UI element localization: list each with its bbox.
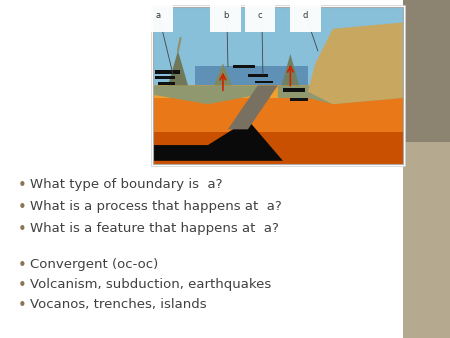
Bar	[153, 86, 403, 98]
Text: •: •	[18, 278, 27, 293]
Polygon shape	[282, 54, 299, 86]
Polygon shape	[168, 51, 188, 86]
Bar	[151, 5, 405, 166]
Bar	[403, 0, 450, 142]
Text: Vocanos, trenches, islands: Vocanos, trenches, islands	[30, 298, 207, 311]
Text: Convergent (oc-oc): Convergent (oc-oc)	[30, 258, 158, 271]
Text: What is a process that happens at  a?: What is a process that happens at a?	[30, 200, 282, 213]
Text: d: d	[303, 11, 308, 20]
Text: •: •	[18, 222, 27, 237]
Polygon shape	[214, 63, 232, 86]
Bar	[153, 120, 403, 164]
Bar	[153, 7, 403, 89]
Text: •: •	[18, 178, 27, 193]
Bar	[233, 65, 256, 68]
Polygon shape	[278, 86, 403, 104]
Text: •: •	[18, 298, 27, 313]
Bar	[156, 76, 176, 79]
Bar	[153, 7, 403, 164]
Bar	[156, 70, 180, 74]
Polygon shape	[195, 67, 308, 86]
Text: What is a feature that happens at  a?: What is a feature that happens at a?	[30, 222, 279, 235]
Text: c: c	[258, 11, 262, 20]
Text: Volcanism, subduction, earthquakes: Volcanism, subduction, earthquakes	[30, 278, 271, 291]
Bar	[403, 142, 450, 338]
Text: What type of boundary is  a?: What type of boundary is a?	[30, 178, 222, 191]
Text: •: •	[18, 200, 27, 215]
Polygon shape	[153, 86, 258, 104]
Bar	[290, 98, 308, 101]
Bar	[158, 82, 176, 85]
Polygon shape	[153, 120, 283, 161]
Bar	[256, 81, 273, 83]
Bar	[153, 89, 403, 132]
Bar	[248, 74, 268, 77]
Bar	[283, 89, 306, 92]
Polygon shape	[308, 22, 403, 104]
Text: a: a	[156, 11, 161, 20]
Polygon shape	[228, 86, 278, 129]
Text: b: b	[223, 11, 228, 20]
Text: •: •	[18, 258, 27, 273]
